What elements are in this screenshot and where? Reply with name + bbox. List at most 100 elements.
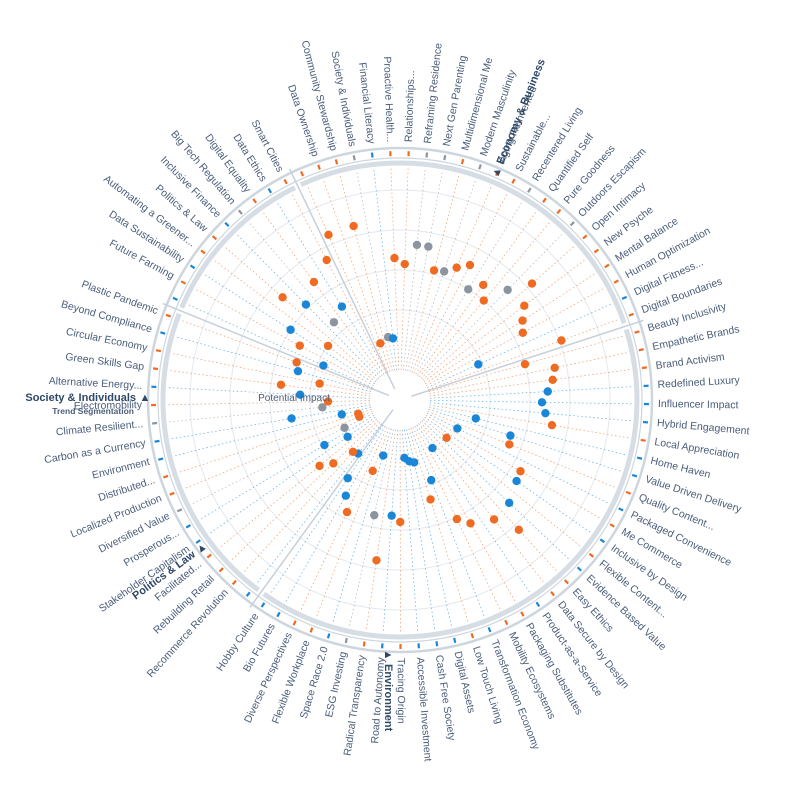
trend-tick: [206, 553, 212, 559]
trend-dot: [428, 443, 437, 453]
trend-dot: [376, 339, 385, 348]
trend-dot: [537, 398, 547, 407]
trend-tick: [511, 178, 516, 184]
trend-dot: [370, 510, 379, 520]
trend-dot: [474, 360, 483, 369]
spoke: [291, 192, 387, 374]
trend-dot: [343, 473, 352, 483]
trend-dot: [301, 300, 311, 309]
trend-tick: [569, 221, 575, 227]
trend-label: Climate Resilient...: [55, 418, 143, 438]
trend-tick: [169, 491, 175, 496]
trend-label: Alternative Energy...: [48, 375, 142, 392]
trend-tick: [326, 633, 331, 639]
trend-dot: [439, 267, 449, 276]
grid-ring-3: [229, 229, 571, 571]
trend-tick: [535, 601, 541, 608]
spoke: [174, 336, 372, 393]
trend-dot: [400, 259, 409, 269]
spoke: [402, 167, 426, 371]
trend-tick: [638, 348, 644, 352]
trend-label: Relationships...: [403, 70, 417, 142]
trend-tick: [155, 349, 162, 353]
trend-label: Green Skills Gap: [65, 351, 145, 373]
outer-ring: [146, 146, 654, 654]
trend-tick: [550, 590, 555, 597]
trend-tick: [362, 641, 366, 647]
radar-grid: [146, 146, 654, 654]
trend-label: Influencer Impact: [658, 398, 739, 411]
grid-ring-2: [269, 269, 531, 531]
potential-impact-label: Potential Impact: [258, 393, 330, 404]
spoke: [169, 404, 371, 440]
spoke: [421, 420, 571, 561]
trend-dot: [557, 336, 566, 345]
category-separator-3: [162, 302, 390, 397]
trend-tick: [189, 264, 196, 270]
trend-dot: [340, 423, 349, 432]
trend-dot: [315, 379, 324, 388]
trend-label: Hybrid Engagement: [656, 417, 750, 437]
trend-dot: [412, 240, 422, 250]
trend-dot: [506, 431, 515, 440]
trend-tick: [211, 235, 218, 241]
category-label-4: Society & Individuals: [25, 392, 136, 404]
trend-label: Redefined Luxury: [657, 374, 741, 391]
trend-dot: [514, 525, 524, 535]
trend-dot: [295, 390, 305, 399]
category-label-2: Environment: [382, 664, 394, 732]
trend-tick: [556, 208, 562, 215]
spoke: [414, 425, 517, 604]
trend-dot: [479, 280, 488, 290]
trend-tick: [172, 296, 178, 301]
trend-tick: [634, 330, 640, 334]
trend-label: Reframing Residence: [422, 42, 445, 144]
spoke: [408, 428, 469, 624]
trend-dot: [343, 432, 352, 441]
category-marker-1: ▲: [489, 165, 504, 180]
trend-tick: [520, 611, 525, 617]
trend-dot: [518, 328, 527, 337]
spoke: [255, 423, 382, 585]
trend-dot: [293, 367, 303, 376]
trend-tick: [636, 456, 643, 460]
trend-dot: [516, 467, 525, 476]
trend-dot: [329, 459, 338, 468]
trend-dot: [368, 466, 377, 476]
trend-tick: [453, 637, 457, 644]
trend-tick: [443, 154, 447, 161]
trend-label: Cash Free Society: [433, 654, 458, 742]
trend-tick: [631, 473, 638, 478]
trend-tick: [460, 158, 465, 165]
trend-tick: [618, 507, 624, 512]
trend-tick: [317, 164, 321, 170]
trend-dot: [518, 316, 527, 325]
trend-dot: [309, 277, 319, 287]
spoke: [339, 173, 393, 372]
spoke: [425, 414, 602, 520]
trend-label: Accessible Investment: [414, 657, 434, 762]
trend-tick: [435, 641, 439, 647]
trend-dot: [342, 507, 352, 517]
trend-dot: [479, 296, 488, 305]
trend-tick: [593, 248, 600, 254]
trend-tick: [344, 637, 348, 644]
trend-tick: [154, 439, 160, 443]
trend-tick: [425, 152, 429, 158]
trend-tick: [176, 508, 183, 513]
spoke: [418, 423, 546, 585]
trend-tick: [267, 187, 273, 194]
category-separator-1: [411, 319, 644, 397]
trend-label: Proactive Health...: [381, 56, 396, 142]
trend-segmentation-label: Trend Segmentation: [52, 406, 134, 416]
trend-tick: [300, 171, 305, 177]
spoke: [413, 192, 509, 374]
spoke: [427, 410, 617, 489]
trend-dot: [504, 498, 514, 508]
trend-tick: [527, 187, 532, 193]
trend-tick: [200, 249, 206, 255]
trend-label: Localized Production: [69, 492, 164, 540]
trend-dot: [541, 408, 550, 418]
trend-dot: [278, 293, 287, 302]
category-band-4: [299, 160, 627, 324]
